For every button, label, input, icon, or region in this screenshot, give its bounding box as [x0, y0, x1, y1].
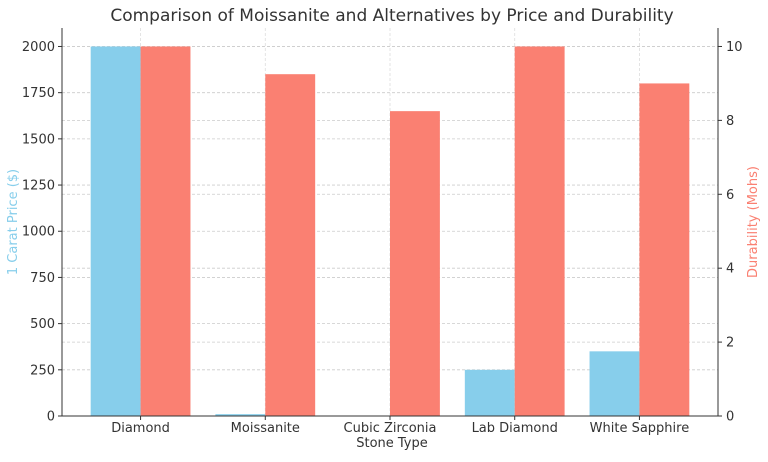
- y-tick-label-right: 0: [726, 410, 734, 425]
- y-tick-label-right: 8: [726, 114, 734, 129]
- bar-price-0: [91, 46, 141, 416]
- x-tick-label: Diamond: [111, 421, 170, 436]
- bar-price-3: [465, 370, 515, 416]
- y-tick-label-right: 10: [726, 40, 743, 55]
- y-tick-label-left: 1750: [22, 86, 55, 101]
- x-axis-label: Stone Type: [356, 436, 428, 451]
- y-tick-label-left: 500: [30, 317, 55, 332]
- y-axis-left-label: 1 Carat Price ($): [6, 169, 21, 275]
- bar-durability-4: [639, 83, 689, 416]
- x-tick-label: Moissanite: [231, 421, 300, 436]
- y-tick-label-left: 750: [30, 271, 55, 286]
- bar-price-4: [590, 351, 640, 416]
- x-tick-label: Lab Diamond: [472, 421, 558, 436]
- y-tick-label-right: 4: [726, 262, 734, 277]
- y-tick-label-left: 1500: [22, 132, 55, 147]
- bar-durability-2: [390, 111, 440, 416]
- x-tick-label: Cubic Zirconia: [344, 421, 437, 436]
- y-tick-label-left: 250: [30, 363, 55, 378]
- bar-durability-1: [265, 74, 315, 416]
- chart-title: Comparison of Moissanite and Alternative…: [110, 6, 673, 26]
- y-tick-label-left: 2000: [22, 40, 55, 55]
- y-tick-label-left: 1000: [22, 225, 55, 240]
- y-tick-label-left: 1250: [22, 179, 55, 194]
- bar-durability-3: [515, 46, 565, 416]
- x-tick-label: White Sapphire: [590, 421, 690, 436]
- bar-durability-0: [141, 46, 191, 416]
- y-axis-right-label: Durability (Mohs): [746, 166, 761, 278]
- y-tick-label-left: 0: [47, 410, 55, 425]
- y-tick-label-right: 6: [726, 188, 734, 203]
- y-tick-label-right: 2: [726, 336, 734, 351]
